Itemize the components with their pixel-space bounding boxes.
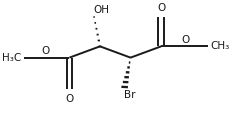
Text: OH: OH (93, 5, 109, 15)
Text: O: O (42, 46, 50, 56)
Text: O: O (182, 35, 190, 45)
Text: O: O (157, 2, 165, 13)
Text: Br: Br (124, 90, 135, 100)
Text: O: O (65, 94, 74, 104)
Text: CH₃: CH₃ (210, 41, 230, 51)
Text: H₃C: H₃C (2, 53, 21, 63)
